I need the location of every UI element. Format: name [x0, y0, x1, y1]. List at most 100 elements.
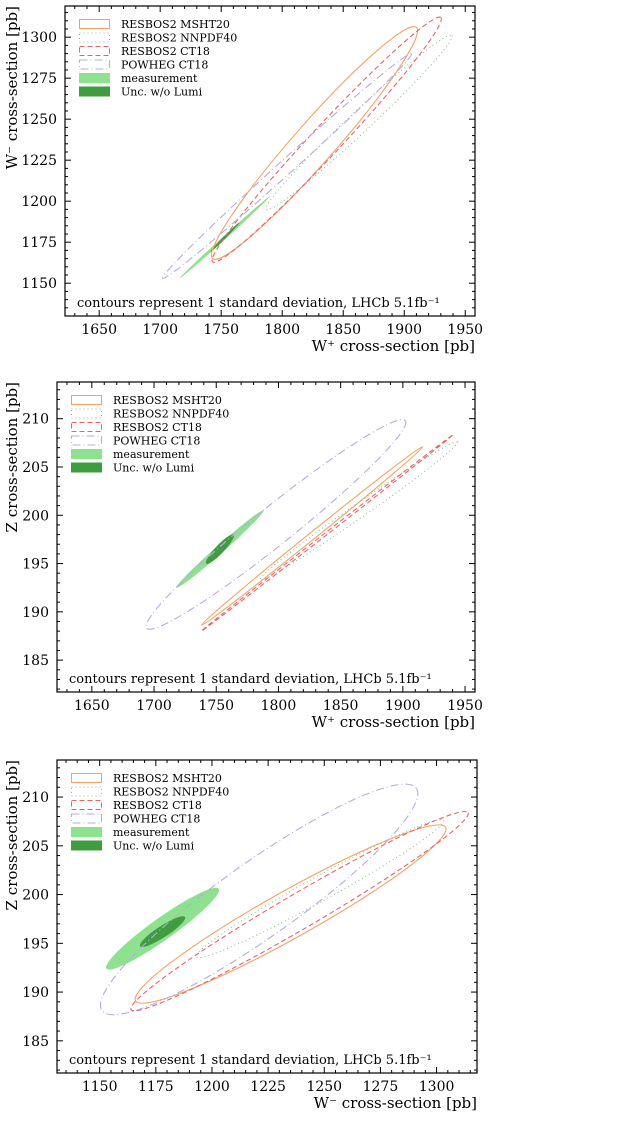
legend-swatch — [71, 773, 102, 783]
legend-swatch — [71, 786, 102, 797]
x-tick-label: 1150 — [82, 1079, 118, 1095]
y-tick-label: 1300 — [21, 30, 57, 46]
x-tick-label: 1800 — [264, 322, 300, 338]
x-tick-label: 1250 — [306, 1079, 342, 1095]
y-tick-label: 200 — [22, 508, 49, 524]
legend-label: Unc. w/o Lumi — [113, 462, 195, 475]
legend-swatch — [79, 32, 110, 43]
plot-frame — [56, 759, 478, 1074]
ellipse-resbos2-ct18 — [211, 16, 442, 263]
y-axis-label: Z cross-section [pb] — [3, 760, 21, 910]
legend-label: RESBOS2 CT18 — [113, 799, 202, 812]
legend-swatch — [71, 435, 102, 446]
legend-swatch — [71, 395, 102, 405]
chart-wplus-vs-wminus: 1650 1700 1750 1800 1850 1900 1950 1150 1175 1200… — [3, 5, 483, 355]
legend-label: Unc. w/o Lumi — [113, 840, 195, 853]
legend-swatch — [71, 422, 102, 432]
y-tick-label: 185 — [22, 1034, 49, 1050]
ellipse-powheg-ct18 — [145, 419, 407, 630]
legend-item: Unc. w/o Lumi — [71, 840, 195, 853]
ellipse-powheg-ct18 — [161, 52, 413, 279]
legend-label: POWHEG CT18 — [121, 59, 208, 72]
ellipse-resbos2-nnpdf40 — [265, 34, 453, 211]
x-tick-label: 1650 — [81, 322, 117, 338]
legend-item: RESBOS2 CT18 — [71, 421, 202, 434]
legend-label: RESBOS2 CT18 — [121, 45, 210, 58]
x-axis-label: W⁻ cross-section [pb] — [314, 1094, 477, 1112]
legend-label: RESBOS2 NNPDF40 — [113, 786, 229, 799]
legend-item: RESBOS2 NNPDF40 — [79, 32, 237, 45]
legend-label: measurement — [113, 826, 190, 839]
ticks — [57, 382, 475, 692]
y-tick-label: 210 — [22, 790, 49, 806]
y-tick-label: 205 — [22, 460, 49, 476]
x-tick-label: 1700 — [142, 322, 178, 338]
x-axis-label: W⁺ cross-section [pb] — [312, 713, 475, 731]
y-tick-label: 195 — [22, 936, 49, 952]
legend-swatch — [79, 59, 110, 70]
ticks — [65, 6, 475, 317]
legend-label: POWHEG CT18 — [113, 435, 200, 448]
ellipse-resbos2-msht20 — [200, 446, 424, 626]
legend-label: RESBOS2 NNPDF40 — [121, 32, 237, 45]
legend-item: measurement — [71, 448, 190, 461]
y-tick-label: 190 — [22, 985, 49, 1001]
x-tick-label: 1950 — [447, 698, 483, 714]
x-tick-label: 1225 — [250, 1079, 286, 1095]
ellipse-unc-w-o-lumi — [139, 916, 186, 948]
y-tick-label: 200 — [22, 888, 49, 904]
legend-label: RESBOS2 MSHT20 — [113, 772, 222, 785]
y-tick-label: 190 — [22, 605, 49, 621]
legend-item: measurement — [79, 72, 198, 85]
legend-item: RESBOS2 MSHT20 — [71, 394, 222, 407]
ellipse-unc-w-o-lumi — [210, 222, 240, 253]
ellipse-unc-w-o-lumi — [205, 534, 235, 564]
x-tick-label: 1200 — [194, 1079, 230, 1095]
x-tick-label: 1900 — [386, 322, 422, 338]
y-tick-label: 1275 — [21, 71, 57, 87]
ellipse-resbos2-ct18 — [200, 434, 454, 632]
legend-label: Unc. w/o Lumi — [121, 86, 203, 99]
x-tick-label: 1300 — [419, 1079, 455, 1095]
legend-item: Unc. w/o Lumi — [71, 462, 195, 475]
legend-item: Unc. w/o Lumi — [79, 86, 203, 99]
legend-item: RESBOS2 NNPDF40 — [71, 786, 229, 799]
x-axis-label: W⁺ cross-section [pb] — [312, 337, 475, 355]
x-tick-label: 1750 — [198, 698, 234, 714]
legend-swatch — [71, 827, 102, 837]
legend-label: RESBOS2 NNPDF40 — [113, 408, 229, 421]
chart-wminus-vs-z: 1150 1175 1200 1225 1250 1275 1300 185 190 195 200… — [3, 759, 478, 1112]
ellipse-powheg-ct18 — [99, 783, 419, 1016]
legend-label: RESBOS2 MSHT20 — [113, 394, 222, 407]
y-tick-label: 185 — [22, 653, 49, 669]
x-tick-label: 1175 — [138, 1079, 174, 1095]
x-tick-label: 1850 — [323, 698, 359, 714]
legend-swatch — [71, 813, 102, 824]
legend-item: RESBOS2 MSHT20 — [71, 772, 222, 785]
plot-area — [161, 16, 453, 279]
legend-item: measurement — [71, 826, 190, 839]
x-tick-label: 1650 — [74, 698, 110, 714]
legend-swatch — [79, 19, 110, 29]
plot-area — [99, 783, 469, 1016]
ellipse-resbos2-msht20 — [134, 824, 447, 1004]
chart-wplus-vs-z: 1650 1700 1750 1800 1850 1900 1950 185 190 195 200… — [3, 381, 483, 731]
y-tick-label: 1150 — [21, 276, 57, 292]
y-tick-label: 1225 — [21, 153, 57, 169]
ticks — [57, 760, 477, 1073]
legend-item: RESBOS2 NNPDF40 — [71, 408, 229, 421]
x-tick-label: 1950 — [447, 322, 483, 338]
legend-label: POWHEG CT18 — [113, 813, 200, 826]
annotation-text: contours represent 1 standard deviation,… — [69, 672, 432, 687]
y-tick-label: 1200 — [21, 194, 57, 210]
legend-swatch — [71, 840, 102, 851]
legend-item: RESBOS2 CT18 — [71, 799, 202, 812]
y-axis-label: Z cross-section [pb] — [3, 382, 21, 532]
x-tick-label: 1800 — [261, 698, 297, 714]
y-tick-label: 210 — [22, 412, 49, 428]
y-tick-label: 1175 — [21, 235, 57, 251]
legend-label: measurement — [113, 448, 190, 461]
